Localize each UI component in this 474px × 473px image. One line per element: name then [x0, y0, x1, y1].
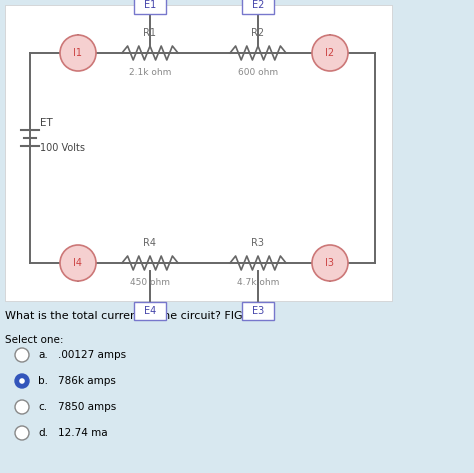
Text: d.: d.	[38, 428, 48, 438]
Text: What is the total current in the circuit? FIG 1: What is the total current in the circuit…	[5, 311, 253, 321]
Text: R3: R3	[252, 238, 264, 248]
Text: I2: I2	[326, 48, 335, 58]
FancyBboxPatch shape	[134, 302, 166, 320]
Text: 4.7k ohm: 4.7k ohm	[237, 278, 279, 287]
FancyBboxPatch shape	[242, 0, 274, 14]
Text: I4: I4	[73, 258, 82, 268]
Text: E4: E4	[144, 306, 156, 316]
Text: b.: b.	[38, 376, 48, 386]
Circle shape	[60, 35, 96, 71]
Circle shape	[15, 374, 29, 388]
Text: E3: E3	[252, 306, 264, 316]
Text: E2: E2	[252, 0, 264, 10]
Text: a.: a.	[38, 350, 48, 360]
Text: Select one:: Select one:	[5, 335, 64, 345]
FancyBboxPatch shape	[134, 0, 166, 14]
Text: 100 Volts: 100 Volts	[40, 143, 85, 153]
Text: E1: E1	[144, 0, 156, 10]
Circle shape	[15, 348, 29, 362]
Text: 2.1k ohm: 2.1k ohm	[129, 68, 171, 77]
Text: 7850 amps: 7850 amps	[58, 402, 116, 412]
Text: .00127 amps: .00127 amps	[58, 350, 126, 360]
Text: R2: R2	[251, 28, 264, 38]
Text: I1: I1	[73, 48, 82, 58]
Circle shape	[15, 400, 29, 414]
Circle shape	[15, 426, 29, 440]
Text: 786k amps: 786k amps	[58, 376, 116, 386]
Circle shape	[312, 245, 348, 281]
Circle shape	[312, 35, 348, 71]
Text: c.: c.	[38, 402, 47, 412]
Text: 450 ohm: 450 ohm	[130, 278, 170, 287]
FancyBboxPatch shape	[5, 5, 392, 301]
Text: R4: R4	[144, 238, 156, 248]
Text: 600 ohm: 600 ohm	[238, 68, 278, 77]
Text: 12.74 ma: 12.74 ma	[58, 428, 108, 438]
Text: I3: I3	[326, 258, 335, 268]
Text: ET: ET	[40, 118, 53, 128]
FancyBboxPatch shape	[242, 302, 274, 320]
Text: R1: R1	[144, 28, 156, 38]
Circle shape	[60, 245, 96, 281]
Circle shape	[19, 378, 25, 384]
